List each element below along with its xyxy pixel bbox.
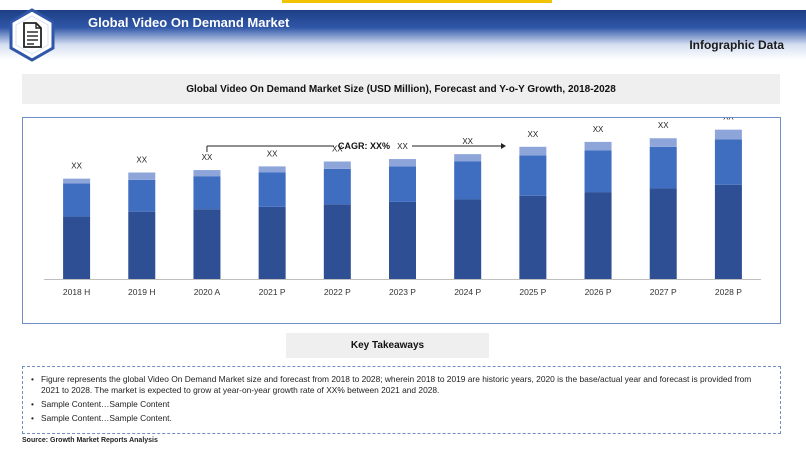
cagr-arrow-head bbox=[501, 143, 506, 149]
bar-2021-p-seg1 bbox=[258, 206, 286, 279]
bar-2027-p-seg2 bbox=[649, 146, 677, 189]
bar-2023-p-seg1 bbox=[389, 201, 416, 279]
bar-2025-p-seg1 bbox=[519, 195, 547, 279]
bar-2024-p-seg3 bbox=[454, 154, 482, 162]
bar-2022-p-seg1 bbox=[323, 204, 351, 279]
bar-2027-p-seg1 bbox=[649, 188, 677, 279]
top-accent-bar bbox=[282, 0, 552, 3]
data-label: XX bbox=[528, 130, 539, 139]
cagr-label: CAGR: XX% bbox=[338, 141, 390, 151]
bar-2018-h-seg1 bbox=[63, 216, 91, 279]
bar-2028-p-seg2 bbox=[714, 139, 742, 185]
data-label: XX bbox=[593, 125, 604, 134]
bar-2028-p-seg3 bbox=[714, 129, 742, 140]
bar-2018-h-seg3 bbox=[63, 178, 91, 184]
bar-2019-h-seg3 bbox=[128, 172, 156, 180]
bar-2021-p-seg2 bbox=[258, 172, 286, 207]
bar-2027-p-seg3 bbox=[649, 138, 677, 147]
data-label: XX bbox=[136, 156, 147, 165]
bar-2020-a-seg2 bbox=[193, 176, 221, 210]
x-tick-label: 2023 P bbox=[389, 287, 416, 297]
bar-2021-p-seg3 bbox=[258, 166, 286, 173]
key-takeaways-heading: Key Takeaways bbox=[286, 333, 489, 358]
x-tick-label: 2024 P bbox=[454, 287, 481, 297]
bar-2018-h-seg2 bbox=[63, 183, 91, 217]
bar-2019-h-seg1 bbox=[128, 211, 156, 279]
x-tick-label: 2020 A bbox=[194, 287, 221, 297]
bar-2023-p-seg3 bbox=[389, 159, 416, 167]
page-title: Global Video On Demand Market bbox=[88, 15, 290, 30]
data-label: XX bbox=[397, 142, 408, 151]
bar-2023-p-seg2 bbox=[389, 166, 416, 202]
data-label: XX bbox=[462, 137, 473, 146]
bar-chart: XX 2018 H XX 2019 H XX 2020 A XX 2021 P XX 2022 P… bbox=[44, 118, 761, 297]
bar-2020-a-seg1 bbox=[193, 209, 221, 279]
data-label: XX bbox=[267, 149, 278, 158]
data-label: XX bbox=[723, 118, 734, 122]
document-icon bbox=[8, 8, 56, 62]
bar-2024-p-seg2 bbox=[454, 161, 482, 200]
notes-box: Figure represents the global Video On De… bbox=[22, 366, 781, 434]
x-tick-label: 2018 H bbox=[63, 287, 90, 297]
data-label: XX bbox=[658, 121, 669, 130]
bar-2024-p-seg1 bbox=[454, 199, 482, 279]
source-note: Source: Growth Market Reports Analysis bbox=[22, 437, 158, 444]
bar-2025-p-seg3 bbox=[519, 146, 547, 156]
note-item: Sample Content…Sample Content bbox=[31, 399, 772, 410]
bar-2028-p-seg1 bbox=[714, 184, 742, 279]
chart-frame: XX 2018 H XX 2019 H XX 2020 A XX 2021 P XX 2022 P… bbox=[22, 117, 781, 324]
bar-2026-p-seg3 bbox=[584, 141, 612, 151]
data-label: XX bbox=[202, 153, 213, 162]
data-label: XX bbox=[71, 162, 82, 171]
page-subtitle: Infographic Data bbox=[689, 38, 784, 52]
bar-2019-h-seg2 bbox=[128, 179, 156, 212]
bar-2026-p-seg2 bbox=[584, 150, 612, 193]
note-item: Figure represents the global Video On De… bbox=[31, 374, 772, 396]
x-tick-label: 2027 P bbox=[650, 287, 677, 297]
bar-2020-a-seg3 bbox=[193, 170, 221, 177]
x-tick-label: 2021 P bbox=[259, 287, 286, 297]
bar-2022-p-seg2 bbox=[323, 168, 351, 205]
x-tick-label: 2025 P bbox=[519, 287, 546, 297]
chart-title: Global Video On Demand Market Size (USD … bbox=[22, 74, 780, 104]
header-banner bbox=[0, 10, 806, 60]
x-tick-label: 2019 H bbox=[128, 287, 155, 297]
bar-2022-p-seg3 bbox=[323, 161, 351, 169]
x-tick-label: 2022 P bbox=[324, 287, 351, 297]
x-tick-label: 2028 P bbox=[715, 287, 742, 297]
note-item: Sample Content…Sample Content. bbox=[31, 413, 772, 424]
bar-2025-p-seg2 bbox=[519, 155, 547, 196]
bar-2026-p-seg1 bbox=[584, 192, 612, 279]
x-tick-label: 2026 P bbox=[585, 287, 612, 297]
data-label: XX bbox=[332, 144, 343, 153]
